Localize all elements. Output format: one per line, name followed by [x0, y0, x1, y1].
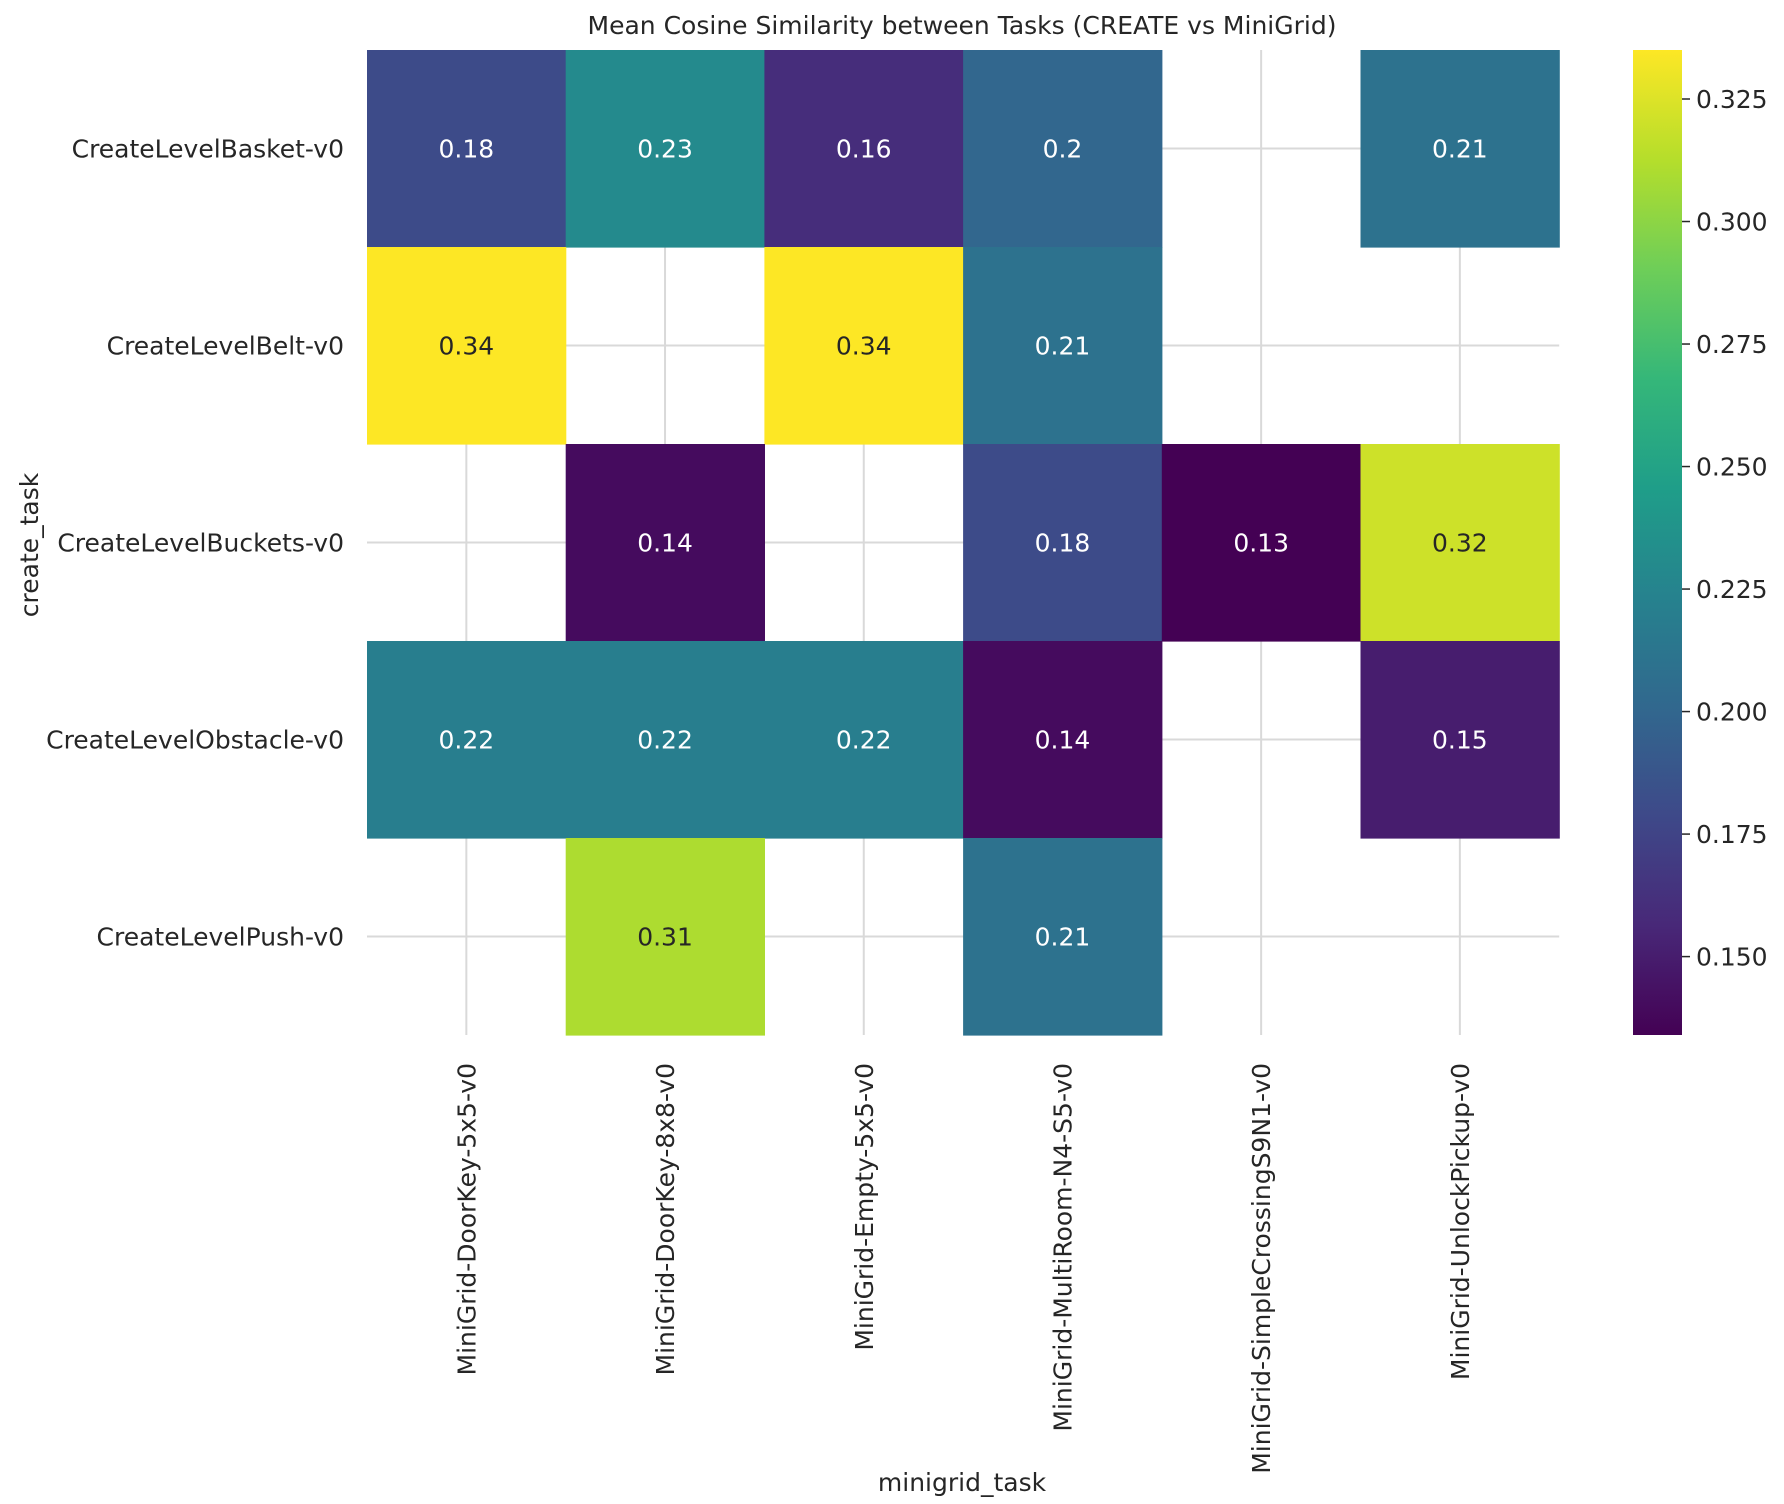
heatmap-cell	[764, 247, 964, 445]
x-tick-label: MiniGrid-UnlockPickup-v0	[1446, 1063, 1475, 1380]
cell-value-label: 0.31	[637, 923, 693, 952]
heatmap-cell	[565, 838, 765, 1036]
cell-value-label: 0.32	[1432, 529, 1488, 558]
heatmap-cell	[367, 641, 567, 839]
colorbar-tick-label: 0.275	[1696, 330, 1768, 359]
colorbar-tick-label: 0.250	[1696, 453, 1768, 482]
cell-value-label: 0.22	[836, 726, 892, 755]
colorbar: 0.150 0.175 0.200 0.225 0.250 0.275 0.300 0.325	[1633, 50, 1768, 1035]
x-tick-label: MiniGrid-MultiRoom-N4-S5-v0	[1048, 1063, 1077, 1432]
cell-value-label: 0.34	[439, 332, 495, 361]
y-tick-labels: CreateLevelBasket-v0 CreateLevelBelt-v0 Cr…	[46, 135, 344, 952]
x-axis-label: minigrid_task	[878, 1468, 1047, 1497]
colorbar-tick-label: 0.300	[1696, 208, 1768, 237]
chart-title: Mean Cosine Similarity between Tasks (CR…	[588, 11, 1337, 40]
heatmap-cell	[764, 641, 964, 839]
colorbar-tick-label: 0.325	[1696, 85, 1768, 114]
heatmap-cell	[367, 50, 567, 248]
heatmap-cell	[1360, 641, 1560, 839]
heatmap-cell	[963, 247, 1163, 445]
y-tick-label: CreateLevelObstacle-v0	[46, 726, 344, 755]
cell-value-label: 0.15	[1432, 726, 1488, 755]
colorbar-tick-label: 0.225	[1696, 575, 1768, 604]
colorbar-gradient	[1633, 50, 1682, 1035]
colorbar-tick-label: 0.200	[1696, 698, 1768, 727]
cell-value-label: 0.2	[1043, 135, 1083, 164]
y-tick-label: CreateLevelPush-v0	[97, 923, 344, 952]
y-tick-label: CreateLevelBasket-v0	[72, 135, 344, 164]
heatmap-cell	[1360, 50, 1560, 248]
heatmap-cell	[1161, 444, 1362, 642]
heatmap-cell	[963, 838, 1163, 1036]
heatmap-cell	[565, 444, 765, 642]
heatmap-cell	[764, 50, 964, 248]
heatmap-cell	[565, 50, 765, 248]
cell-value-label: 0.34	[836, 332, 892, 361]
y-axis-label: create_task	[15, 472, 44, 617]
heatmap-cell	[963, 50, 1163, 248]
cell-value-label: 0.14	[1035, 726, 1091, 755]
y-tick-label: CreateLevelBuckets-v0	[57, 529, 344, 558]
x-tick-label: MiniGrid-Empty-5x5-v0	[850, 1063, 879, 1351]
heatmap-cell	[963, 641, 1163, 839]
y-tick-label: CreateLevelBelt-v0	[107, 332, 344, 361]
cell-value-label: 0.22	[439, 726, 495, 755]
cell-value-label: 0.21	[1035, 923, 1091, 952]
x-tick-label: MiniGrid-DoorKey-5x5-v0	[452, 1063, 481, 1375]
x-tick-label: MiniGrid-SimpleCrossingS9N1-v0	[1247, 1063, 1276, 1474]
cell-value-label: 0.13	[1233, 529, 1289, 558]
cell-value-label: 0.21	[1035, 332, 1091, 361]
x-tick-labels: MiniGrid-DoorKey-5x5-v0 MiniGrid-DoorKey-…	[452, 1063, 1475, 1474]
colorbar-tick-label: 0.175	[1696, 820, 1768, 849]
heatmap-cell	[565, 641, 765, 839]
heatmap-cell	[367, 247, 567, 445]
cell-value-label: 0.14	[637, 529, 693, 558]
cell-value-label: 0.21	[1432, 135, 1488, 164]
cell-value-label: 0.22	[637, 726, 693, 755]
colorbar-tick-label: 0.150	[1696, 943, 1768, 972]
cell-value-label: 0.18	[1035, 529, 1091, 558]
cell-value-label: 0.16	[836, 135, 892, 164]
heatmap-cell	[963, 444, 1163, 642]
heatmap-cell	[1360, 444, 1560, 642]
cell-value-label: 0.18	[439, 135, 495, 164]
x-tick-label: MiniGrid-DoorKey-8x8-v0	[651, 1063, 680, 1375]
cell-value-label: 0.23	[637, 135, 693, 164]
heatmap-cells: 0.18 0.23 0.16 0.2 0.21 0.34 0.34 0.21 0.14 0.18 0…	[367, 50, 1560, 1036]
